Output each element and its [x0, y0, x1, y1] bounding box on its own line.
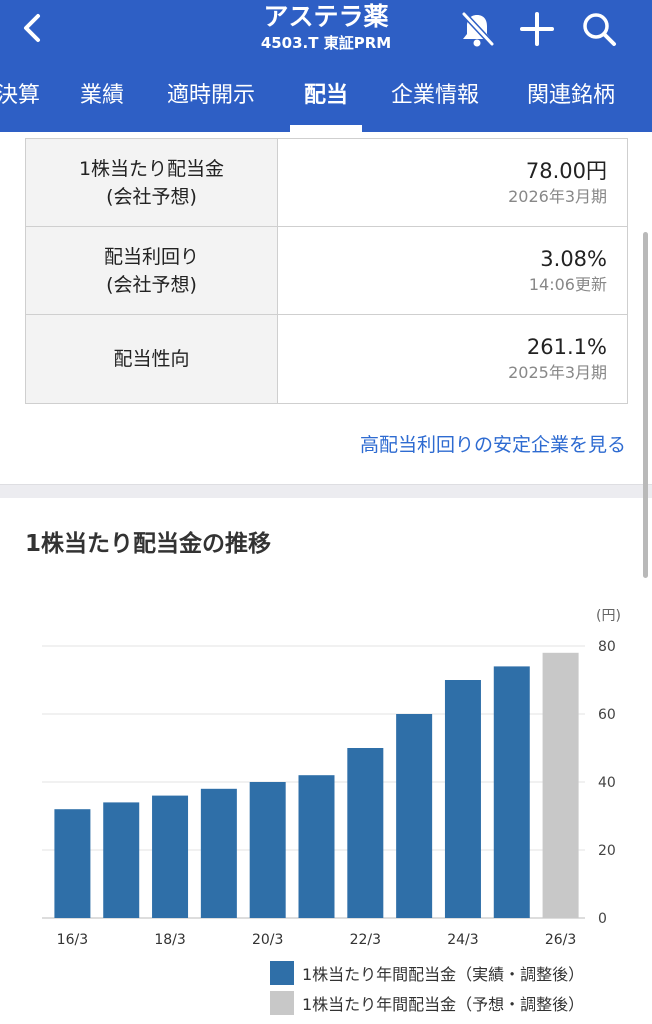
row-subtext: 14:06更新	[528, 275, 607, 294]
legend-item-forecast: 1株当たり年間配当金（予想・調整後）	[270, 988, 640, 1018]
bar	[347, 748, 384, 918]
row-value-cell: 78.00円 2026年3月期	[278, 139, 627, 226]
legend-swatch-forecast	[270, 991, 294, 1015]
table-row: 配当利回り (会社予想) 3.08% 14:06更新	[26, 227, 627, 315]
plus-icon[interactable]	[516, 8, 558, 50]
bar	[493, 666, 530, 918]
x-tick-label: 26/3	[545, 932, 576, 948]
legend-swatch-actual	[270, 961, 294, 985]
y-unit-label: (円)	[596, 608, 621, 624]
bar	[298, 775, 335, 918]
bell-off-icon[interactable]	[456, 8, 498, 50]
bar	[444, 680, 481, 918]
tab-bar: 決算 業績 適時開示 配当 企業情報 関連銘柄	[0, 72, 652, 132]
table-row: 配当性向 261.1% 2025年3月期	[26, 315, 627, 403]
y-tick-label: 80	[598, 639, 616, 655]
row-label: 配当利回り (会社予想)	[26, 227, 278, 314]
app-header: アステラ薬 4503.T 東証PRM 決算 業績 適時開示 配当 企業情報 関連…	[0, 0, 652, 132]
row-value-cell: 3.08% 14:06更新	[278, 227, 627, 314]
dividend-history-chart: 0 20 40 60 80 (円) 16/3 18/3 20/3 22/3 24/3 26/3	[42, 608, 621, 948]
x-tick-label: 16/3	[57, 932, 88, 948]
bar	[396, 714, 433, 918]
chart-legend: 1株当たり年間配当金（実績・調整後） 1株当たり年間配当金（予想・調整後）	[270, 958, 640, 1018]
bar	[152, 795, 189, 918]
legend-label: 1株当たり年間配当金（予想・調整後）	[302, 995, 585, 1014]
row-value-cell: 261.1% 2025年3月期	[278, 315, 627, 403]
tab-kanren-meigara[interactable]: 関連銘柄	[527, 83, 616, 108]
bar	[54, 809, 91, 918]
ticker-subtitle: 4503.T 東証PRM	[260, 34, 392, 52]
x-tick-label: 24/3	[447, 932, 478, 948]
dividend-info-table: 1株当たり配当金 (会社予想) 78.00円 2026年3月期 配当利回り (会…	[25, 138, 628, 404]
legend-label: 1株当たり年間配当金（実績・調整後）	[302, 965, 585, 984]
high-yield-companies-link[interactable]: 高配当利回りの安定企業を見る	[359, 434, 626, 456]
bar	[103, 802, 140, 918]
row-value: 78.00円	[525, 159, 607, 183]
row-subtext: 2026年3月期	[508, 187, 607, 206]
section-title: 1株当たり配当金の推移	[25, 531, 272, 557]
active-tab-indicator	[290, 125, 362, 132]
back-chevron-icon[interactable]	[14, 8, 54, 48]
header-title-box: アステラ薬 4503.T 東証PRM	[200, 2, 452, 54]
section-divider	[0, 484, 652, 498]
table-row: 1株当たり配当金 (会社予想) 78.00円 2026年3月期	[26, 139, 627, 227]
row-label: 配当性向	[26, 315, 278, 403]
tab-gyoseki[interactable]: 業績	[80, 83, 125, 108]
search-icon[interactable]	[578, 8, 620, 50]
x-tick-label: 18/3	[154, 932, 185, 948]
bar	[249, 782, 286, 918]
row-subtext: 2025年3月期	[508, 363, 607, 382]
row-value: 3.08%	[540, 247, 607, 271]
y-tick-label: 40	[598, 775, 616, 791]
tab-kessan[interactable]: 決算	[0, 83, 41, 108]
row-label: 1株当たり配当金 (会社予想)	[26, 139, 278, 226]
x-tick-label: 20/3	[252, 932, 283, 948]
y-tick-label: 20	[598, 843, 616, 859]
tab-haito[interactable]: 配当	[304, 83, 349, 108]
bar	[542, 652, 579, 918]
page-title: アステラ薬	[263, 2, 389, 31]
y-tick-label: 0	[598, 911, 607, 927]
bar	[200, 788, 237, 918]
tab-kigyo-joho[interactable]: 企業情報	[391, 83, 480, 108]
tab-tekiji-kaiji[interactable]: 適時開示	[167, 83, 256, 108]
legend-item-actual: 1株当たり年間配当金（実績・調整後）	[270, 958, 640, 988]
row-value: 261.1%	[526, 335, 607, 359]
y-tick-label: 60	[598, 707, 616, 723]
scrollbar[interactable]	[643, 232, 648, 578]
x-tick-label: 22/3	[350, 932, 381, 948]
